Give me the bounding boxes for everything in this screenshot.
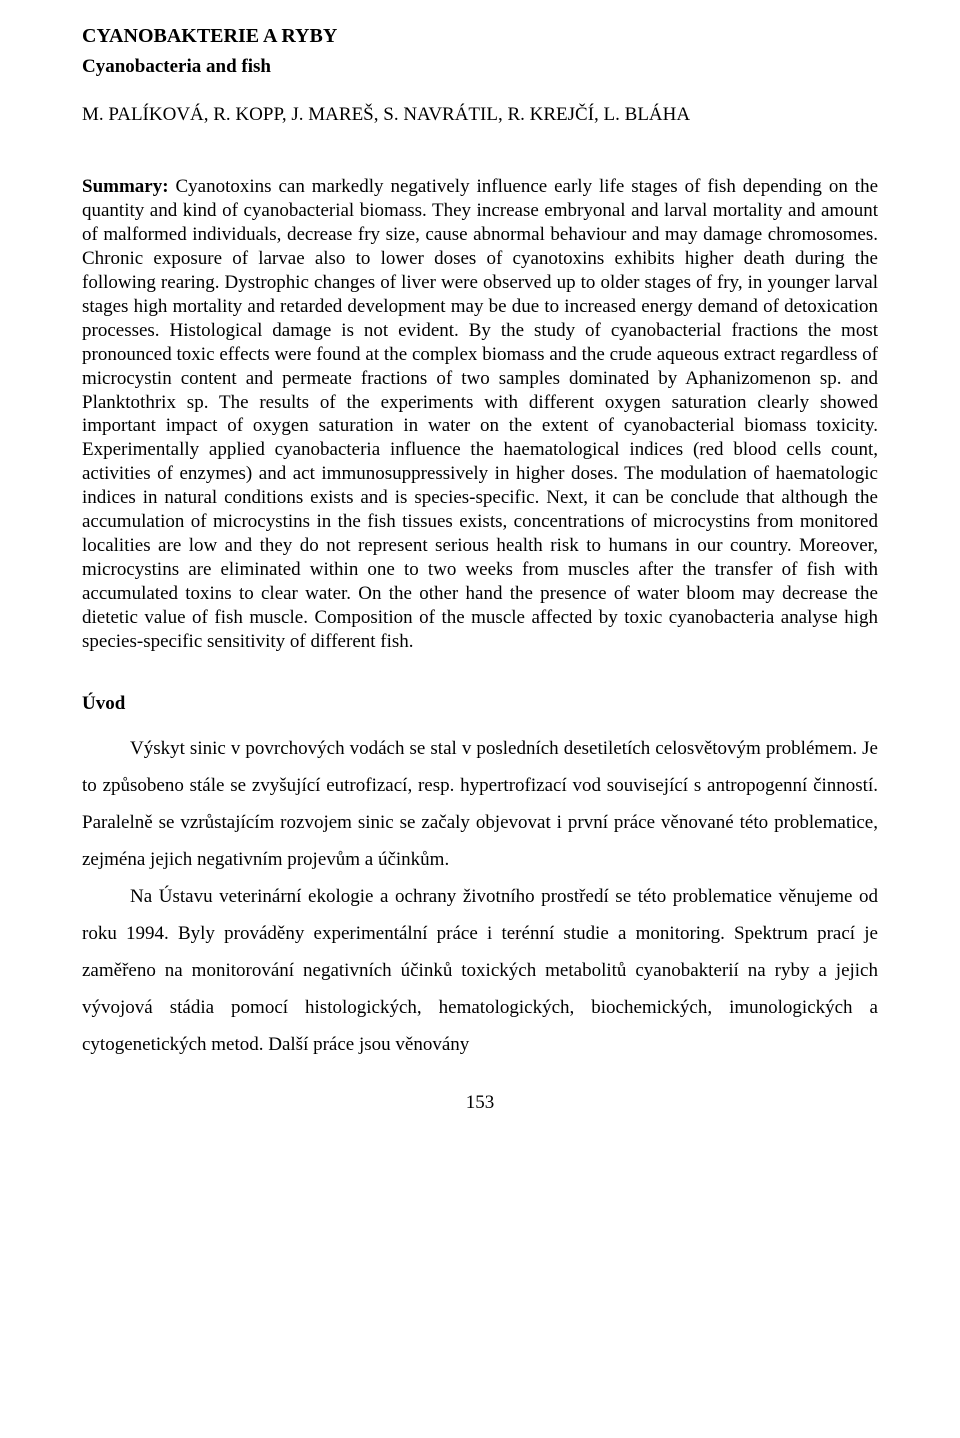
body-paragraph-2: Na Ústavu veterinární ekologie a ochrany… (82, 878, 878, 1063)
section-heading-intro: Úvod (82, 692, 878, 716)
document-page: CYANOBAKTERIE A RYBY Cyanobacteria and f… (0, 0, 960, 1438)
body-paragraph-1: Výskyt sinic v povrchových vodách se sta… (82, 730, 878, 878)
summary-label: Summary: (82, 176, 169, 197)
summary-text: Cyanotoxins can markedly negatively infl… (82, 176, 878, 652)
summary-block: Summary: Cyanotoxins can markedly negati… (82, 175, 878, 654)
document-subtitle: Cyanobacteria and fish (82, 55, 878, 79)
document-title: CYANOBAKTERIE A RYBY (82, 24, 878, 49)
author-list: M. PALÍKOVÁ, R. KOPP, J. MAREŠ, S. NAVRÁ… (82, 103, 878, 127)
page-number: 153 (82, 1091, 878, 1115)
